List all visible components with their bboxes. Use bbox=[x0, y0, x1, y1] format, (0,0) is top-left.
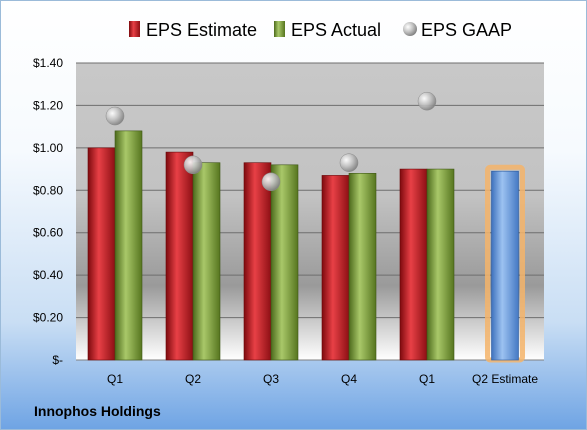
point-eps-gaap bbox=[105, 106, 125, 126]
x-tick-label: Q2 bbox=[185, 372, 201, 386]
y-tick-label: $1.00 bbox=[33, 141, 63, 155]
x-tick-label: Q2 Estimate bbox=[472, 372, 538, 386]
y-tick-label: $0.40 bbox=[33, 268, 63, 282]
bars bbox=[87, 130, 525, 363]
bar-eps-actual bbox=[192, 162, 221, 361]
point-eps-gaap bbox=[417, 91, 437, 111]
legend-label: EPS Estimate bbox=[146, 20, 257, 40]
y-tick-label: $- bbox=[52, 353, 63, 367]
y-tick-label: $1.20 bbox=[33, 98, 63, 112]
legend: EPS Estimate EPS Actual EPS GAAP bbox=[129, 20, 512, 40]
point-eps-gaap bbox=[261, 172, 281, 192]
y-axis-ticks: $- $0.20 $0.40 $0.60 $0.80 $1.00 $1.20 $1.40 bbox=[33, 56, 63, 367]
plot-area bbox=[76, 63, 544, 360]
bar-eps-actual bbox=[270, 164, 299, 361]
bar-eps-actual bbox=[114, 130, 143, 361]
x-tick-label: Q4 bbox=[341, 372, 357, 386]
x-tick-label: Q3 bbox=[263, 372, 279, 386]
company-name: Innophos Holdings bbox=[34, 403, 161, 419]
bar-eps-actual bbox=[426, 168, 455, 361]
bar-eps-estimate bbox=[243, 162, 272, 361]
legend-label: EPS GAAP bbox=[421, 20, 512, 40]
gaap-points bbox=[105, 91, 437, 192]
bar-eps-estimate bbox=[165, 151, 194, 361]
point-eps-gaap bbox=[339, 153, 359, 172]
y-tick-label: $0.60 bbox=[33, 226, 63, 240]
x-tick-label: Q1 bbox=[107, 372, 123, 386]
x-tick-label: Q1 bbox=[419, 372, 435, 386]
point-eps-gaap bbox=[183, 155, 203, 175]
legend-label: EPS Actual bbox=[291, 20, 381, 40]
legend-swatch bbox=[403, 22, 417, 36]
y-tick-label: $0.20 bbox=[33, 311, 63, 325]
x-axis-ticks: Q1 Q2 Q3 Q4 Q1 Q2 Estimate bbox=[107, 372, 538, 386]
bar-eps-estimate bbox=[321, 175, 350, 361]
y-tick-label: $1.40 bbox=[33, 56, 63, 70]
bar-eps-estimate bbox=[399, 168, 428, 361]
legend-swatch bbox=[129, 21, 140, 37]
y-tick-label: $0.80 bbox=[33, 183, 63, 197]
legend-swatch bbox=[274, 21, 285, 37]
bar-q2-estimate bbox=[491, 170, 519, 361]
gridlines bbox=[76, 62, 544, 361]
bar-eps-actual bbox=[348, 173, 377, 361]
bar-eps-estimate bbox=[87, 147, 116, 361]
